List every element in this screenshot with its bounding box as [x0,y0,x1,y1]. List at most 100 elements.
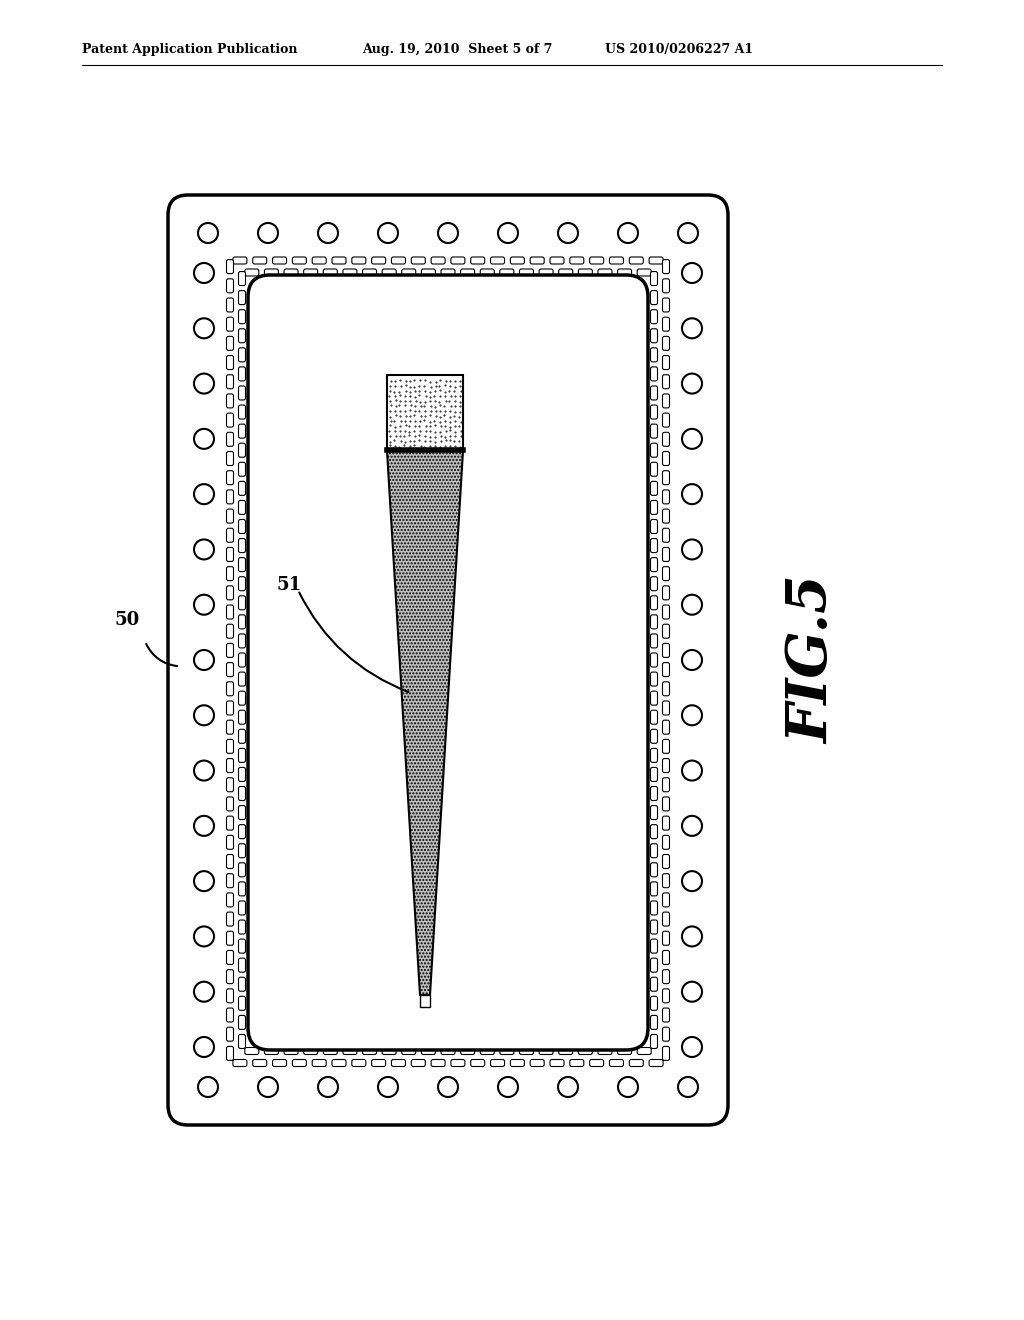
FancyBboxPatch shape [630,257,643,264]
FancyBboxPatch shape [304,269,317,276]
FancyBboxPatch shape [401,1048,416,1055]
FancyBboxPatch shape [663,260,670,273]
Circle shape [194,705,214,725]
FancyBboxPatch shape [663,721,670,734]
FancyBboxPatch shape [412,257,425,264]
FancyBboxPatch shape [609,257,624,264]
FancyBboxPatch shape [226,337,233,350]
FancyBboxPatch shape [650,290,657,305]
FancyBboxPatch shape [650,634,657,648]
FancyBboxPatch shape [239,672,246,686]
FancyBboxPatch shape [226,605,233,619]
FancyBboxPatch shape [663,548,670,561]
FancyBboxPatch shape [324,269,337,276]
FancyBboxPatch shape [226,1047,233,1060]
FancyBboxPatch shape [579,269,592,276]
FancyBboxPatch shape [663,912,670,927]
FancyBboxPatch shape [490,1060,505,1067]
FancyBboxPatch shape [226,393,233,408]
FancyBboxPatch shape [226,566,233,581]
Circle shape [678,223,698,243]
FancyBboxPatch shape [663,759,670,772]
FancyBboxPatch shape [239,634,246,648]
FancyBboxPatch shape [663,586,670,599]
FancyBboxPatch shape [239,482,246,495]
FancyBboxPatch shape [663,682,670,696]
FancyBboxPatch shape [650,787,657,800]
Circle shape [194,649,214,671]
FancyBboxPatch shape [272,257,287,264]
FancyBboxPatch shape [650,843,657,858]
FancyBboxPatch shape [226,260,233,273]
Circle shape [194,871,214,891]
FancyBboxPatch shape [226,1027,233,1041]
FancyBboxPatch shape [239,748,246,763]
FancyBboxPatch shape [569,1060,584,1067]
FancyBboxPatch shape [650,748,657,763]
FancyBboxPatch shape [226,279,233,293]
FancyBboxPatch shape [412,1060,425,1067]
Circle shape [198,223,218,243]
FancyBboxPatch shape [650,767,657,781]
Circle shape [194,595,214,615]
FancyBboxPatch shape [362,269,377,276]
FancyBboxPatch shape [649,1060,664,1067]
FancyBboxPatch shape [239,444,246,457]
Circle shape [498,1077,518,1097]
FancyBboxPatch shape [500,1048,514,1055]
FancyBboxPatch shape [422,1048,435,1055]
FancyBboxPatch shape [293,257,306,264]
FancyBboxPatch shape [650,615,657,628]
FancyBboxPatch shape [630,1060,643,1067]
FancyBboxPatch shape [239,290,246,305]
Circle shape [682,760,702,780]
FancyBboxPatch shape [239,805,246,820]
FancyBboxPatch shape [226,451,233,466]
FancyBboxPatch shape [480,269,495,276]
FancyBboxPatch shape [663,355,670,370]
FancyBboxPatch shape [650,939,657,953]
FancyBboxPatch shape [239,692,246,705]
Circle shape [618,1077,638,1097]
FancyBboxPatch shape [663,490,670,504]
FancyBboxPatch shape [471,257,484,264]
FancyBboxPatch shape [550,1060,564,1067]
FancyBboxPatch shape [226,624,233,638]
Circle shape [194,1038,214,1057]
Circle shape [682,871,702,891]
FancyBboxPatch shape [239,920,246,935]
FancyBboxPatch shape [226,970,233,983]
FancyBboxPatch shape [226,433,233,446]
FancyBboxPatch shape [559,269,572,276]
FancyBboxPatch shape [239,557,246,572]
FancyBboxPatch shape [650,329,657,343]
FancyBboxPatch shape [471,1060,484,1067]
FancyBboxPatch shape [362,1048,377,1055]
Circle shape [682,595,702,615]
FancyBboxPatch shape [239,710,246,725]
FancyBboxPatch shape [663,739,670,754]
FancyBboxPatch shape [239,539,246,553]
FancyBboxPatch shape [650,405,657,418]
FancyBboxPatch shape [510,1060,524,1067]
FancyBboxPatch shape [312,1060,327,1067]
FancyBboxPatch shape [663,950,670,965]
FancyBboxPatch shape [372,257,386,264]
FancyBboxPatch shape [226,413,233,428]
FancyBboxPatch shape [239,595,246,610]
FancyBboxPatch shape [382,269,396,276]
FancyBboxPatch shape [226,490,233,504]
Circle shape [194,540,214,560]
Circle shape [258,223,278,243]
FancyBboxPatch shape [264,1048,279,1055]
Circle shape [682,927,702,946]
Text: Aug. 19, 2010  Sheet 5 of 7: Aug. 19, 2010 Sheet 5 of 7 [362,44,552,57]
FancyBboxPatch shape [239,1035,246,1048]
Circle shape [682,982,702,1002]
FancyBboxPatch shape [422,269,435,276]
FancyBboxPatch shape [226,912,233,927]
FancyBboxPatch shape [650,462,657,477]
FancyBboxPatch shape [650,595,657,610]
FancyBboxPatch shape [663,413,670,428]
FancyBboxPatch shape [441,1048,455,1055]
